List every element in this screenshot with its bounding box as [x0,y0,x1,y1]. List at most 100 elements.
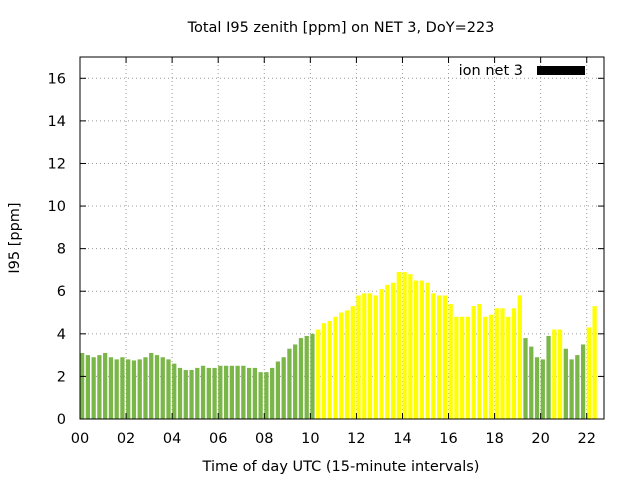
bar [442,295,448,419]
bar [218,365,223,419]
x-tick-label: 02 [117,431,135,447]
legend-swatch [537,66,585,75]
bar [327,321,332,419]
x-tick-label: 18 [485,431,503,447]
bar [126,359,131,419]
bar [143,357,148,419]
bar [569,359,574,419]
x-tick-label: 12 [347,431,365,447]
bar [431,293,436,419]
y-tick-label: 6 [57,284,66,300]
bar [258,372,263,419]
bar [586,327,591,419]
bar [500,308,505,419]
bar [523,338,528,419]
bar [97,355,102,419]
bar [592,306,597,419]
bar [223,365,229,419]
bar [483,316,488,419]
bar [103,352,108,419]
bar [362,293,367,419]
bar [195,367,200,419]
bar [120,357,125,419]
bar [552,329,557,419]
bar [529,346,534,419]
bar [316,329,321,419]
bar [448,304,453,419]
bar [546,335,551,419]
y-tick-label: 2 [57,369,66,385]
bars-layer [80,272,597,419]
y-tick-label: 14 [48,114,66,130]
bar [437,295,442,419]
bar [517,295,522,419]
bar [425,282,430,419]
bar [465,316,471,419]
bar [189,370,194,419]
bar [385,284,390,419]
bar [575,355,580,419]
bar [454,316,459,419]
bar [540,359,545,419]
bar [534,357,540,419]
bar [137,359,142,419]
bar [408,274,413,419]
bar [321,323,327,419]
bar [402,272,407,419]
bar [344,310,350,419]
bar [172,363,177,419]
bar [298,338,304,419]
bar [333,316,338,419]
bar [177,367,183,419]
bar [212,367,217,419]
bar [350,306,355,419]
y-tick-label: 10 [48,199,66,215]
bar [264,372,269,419]
y-tick-label: 8 [57,242,66,258]
y-tick-label: 4 [57,327,66,343]
bar [390,282,396,419]
bar [246,367,252,419]
x-tick-label: 20 [531,431,549,447]
chart-title: Total I95 zenith [ppm] on NET 3, DoY=223 [187,20,495,36]
legend: ion net 3 [459,63,585,79]
x-tick-label: 10 [301,431,319,447]
bar [413,280,419,419]
bar [275,361,281,419]
bar [367,293,373,419]
bar [85,355,91,419]
bar [580,344,586,419]
bar [131,360,137,419]
bar [80,352,85,419]
bar [563,348,568,419]
bar [379,289,384,419]
y-axis-label: I95 [ppm] [7,202,23,273]
grid-layer [80,57,604,419]
x-axis-label: Time of day UTC (15-minute intervals) [202,459,480,475]
x-tick-label: 08 [255,431,273,447]
bar [293,344,298,419]
y-tick-label: 0 [57,412,66,428]
x-tick-label: 22 [577,431,595,447]
x-tick-label: 14 [393,431,411,447]
bar [154,355,160,419]
x-tick-label: 04 [163,431,181,447]
bar [494,308,499,419]
bar [229,365,234,419]
x-tick-label: 00 [71,431,89,447]
bar [200,365,206,419]
bar [270,367,275,419]
bar [304,335,309,419]
bar [557,329,563,419]
bar [287,348,292,419]
bar [356,295,361,419]
bar [235,365,240,419]
bar [206,367,211,419]
bar [149,352,154,419]
bar [339,312,344,419]
bar [460,316,465,419]
bar [108,357,114,419]
x-tick-label: 06 [209,431,227,447]
